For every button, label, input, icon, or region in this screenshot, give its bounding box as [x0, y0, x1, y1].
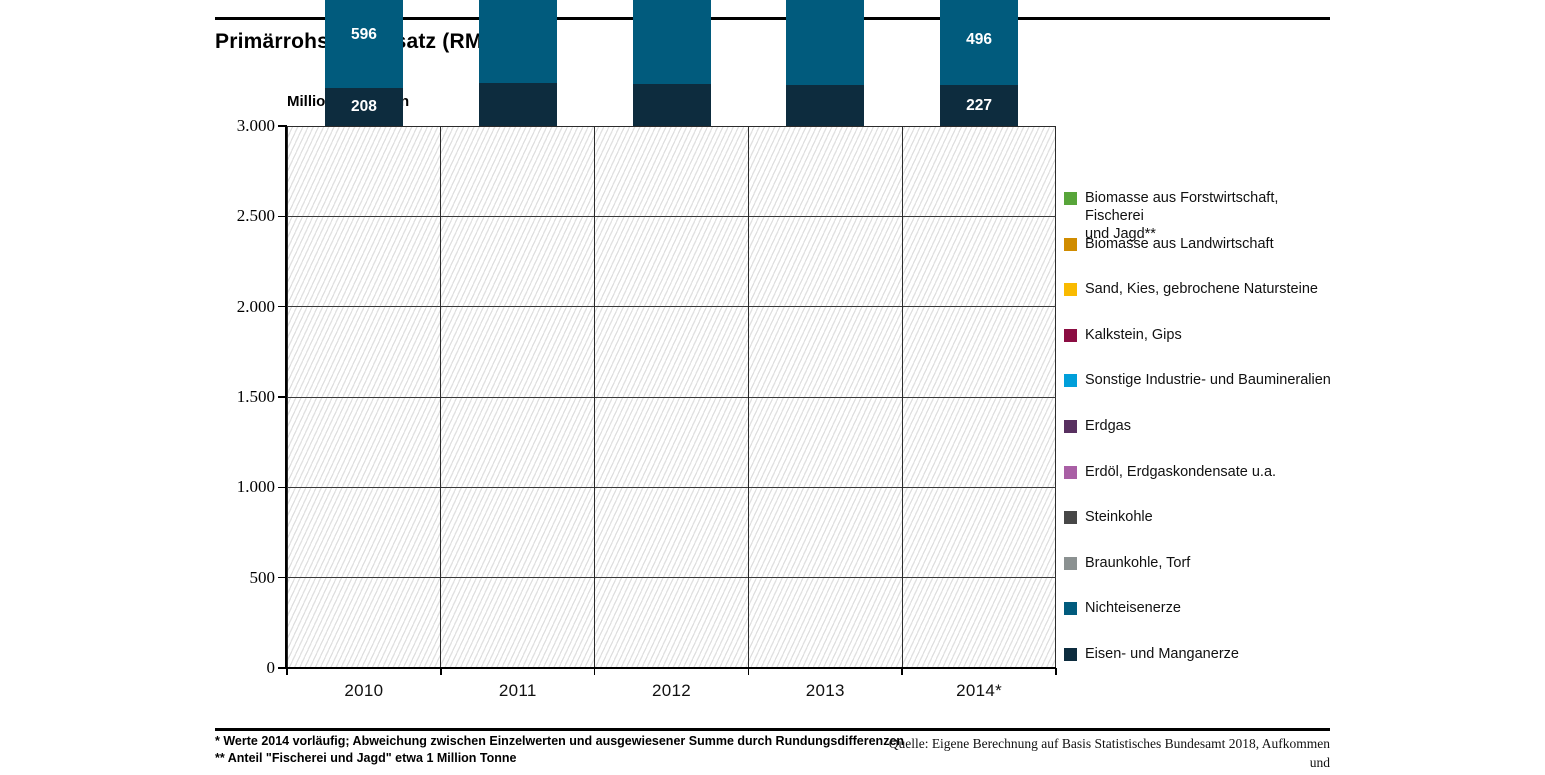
legend-label: Braunkohle, Torf [1085, 554, 1191, 571]
legend-item: Erdöl, Erdgaskondensate u.a. [1064, 463, 1276, 481]
x-axis-label: 2012 [651, 681, 691, 700]
legend-swatch [1064, 237, 1077, 251]
legend-item: Steinkohle [1064, 508, 1153, 526]
bar-segment [786, 85, 865, 126]
x-axis-label: 2014* [956, 681, 1003, 700]
gridline [287, 486, 1056, 488]
legend-swatch [1064, 420, 1077, 433]
plot-area: 208596193128230168133116463349372.622227… [287, 0, 1056, 668]
legend-item: Erdgas [1064, 417, 1131, 435]
legend-item: Biomasse aus Landwirtschaft [1064, 235, 1274, 253]
legend-swatch [1064, 511, 1077, 525]
x-tick-mark [747, 668, 750, 675]
legend-label: Eisen- und Manganerze [1085, 646, 1239, 662]
footer-rule [215, 728, 1330, 731]
x-tick-mark [901, 668, 903, 675]
y-tick-mark [278, 125, 286, 127]
legend-item: Braunkohle, Torf [1064, 554, 1190, 572]
x-axis-label: 2011 [498, 681, 537, 700]
x-tick-mark [1055, 668, 1057, 675]
y-tick-mark [278, 396, 286, 398]
bar-segment [786, 0, 865, 86]
legend-swatch [1064, 328, 1077, 342]
source-line-1: Quelle: Eigene Berechnung auf Basis Stat… [888, 736, 1330, 770]
y-axis-line [285, 125, 288, 669]
legend-swatch [1064, 602, 1077, 616]
legend-swatch [1064, 192, 1077, 205]
y-tick-label: 1.000 [236, 477, 275, 497]
y-tick-mark [278, 576, 286, 579]
column-separator [440, 126, 442, 668]
bar-segment: 596 [324, 0, 403, 89]
legend-item: Kalkstein, Gips [1064, 326, 1182, 344]
legend-label: Sand, Kies, gebrochene Natursteine [1085, 281, 1318, 298]
y-tick-mark [278, 215, 286, 218]
y-tick-label: 2.000 [236, 296, 275, 316]
bar-segment: 496 [940, 0, 1019, 85]
bar-segment [632, 0, 711, 85]
x-tick-mark [286, 668, 288, 675]
y-tick-mark [278, 305, 286, 308]
gridline [287, 306, 1056, 308]
source-line-2: Verwendung in Rohstoffäquivalenten - Lan… [880, 772, 1330, 775]
y-tick-mark [278, 486, 286, 489]
gridline [287, 396, 1056, 398]
column-separator [901, 126, 903, 668]
x-axis-label: 2013 [805, 681, 845, 700]
x-tick-mark [593, 668, 596, 675]
column-separator [594, 126, 596, 668]
gridline [287, 215, 1056, 217]
legend-swatch [1064, 283, 1077, 297]
bar-segment: 208 [324, 88, 403, 126]
legend-label: Biomasse aus Forstwirtschaft, Fischerei … [1085, 190, 1279, 242]
legend-item: Biomasse aus Forstwirtschaft, Fischerei … [1064, 189, 1339, 243]
bar-value-label: 496 [966, 31, 993, 49]
legend-label: Biomasse aus Landwirtschaft [1085, 235, 1274, 252]
legend-label: Steinkohle [1085, 509, 1153, 526]
legend-label: Erdgas [1085, 418, 1131, 434]
y-tick-label: 2.500 [236, 206, 275, 226]
legend-label: Nichteisenerze [1085, 600, 1181, 617]
legend-item: Nichteisenerze [1064, 599, 1181, 617]
y-tick-label: 1.500 [236, 387, 275, 406]
top-rule [215, 17, 1330, 20]
legend-label: Sonstige Industrie- und Baumineralien [1085, 372, 1331, 389]
y-tick-label: 500 [249, 567, 276, 587]
gridline [287, 577, 1056, 579]
column-separator [747, 126, 749, 668]
bar-segment [478, 0, 557, 83]
y-tick-label: 3.000 [236, 116, 275, 135]
y-tick-mark [278, 667, 286, 669]
legend-item: Sand, Kies, gebrochene Natursteine [1064, 280, 1318, 298]
bar-segment [478, 82, 557, 126]
x-tick-mark [440, 668, 442, 675]
legend-swatch [1064, 648, 1077, 661]
legend-swatch [1064, 374, 1077, 388]
bar-value-label: 227 [966, 96, 993, 114]
legend-item: Eisen- und Manganerze [1064, 645, 1239, 663]
legend-item: Sonstige Industrie- und Baumineralien [1064, 371, 1331, 389]
bar-segment: 227 [940, 85, 1019, 126]
bar-value-label: 596 [350, 25, 377, 43]
legend-swatch [1064, 465, 1077, 479]
bar-value-label: 208 [350, 98, 377, 116]
legend-label: Erdöl, Erdgaskondensate u.a. [1085, 463, 1277, 480]
footnotes: * Werte 2014 vorläufig; Abweichung zwisc… [215, 733, 904, 767]
footnote-line-2: ** Anteil "Fischerei und Jagd" etwa 1 Mi… [215, 751, 517, 765]
footnote-line-1: * Werte 2014 vorläufig; Abweichung zwisc… [215, 734, 905, 748]
source-note: Quelle: Eigene Berechnung auf Basis Stat… [880, 735, 1330, 775]
legend-label: Kalkstein, Gips [1085, 326, 1182, 343]
legend-swatch [1064, 556, 1077, 570]
y-tick-label: 0 [266, 658, 276, 677]
bar-segment [632, 84, 711, 126]
x-axis-line [285, 666, 1056, 669]
x-axis-label: 2010 [344, 681, 384, 700]
